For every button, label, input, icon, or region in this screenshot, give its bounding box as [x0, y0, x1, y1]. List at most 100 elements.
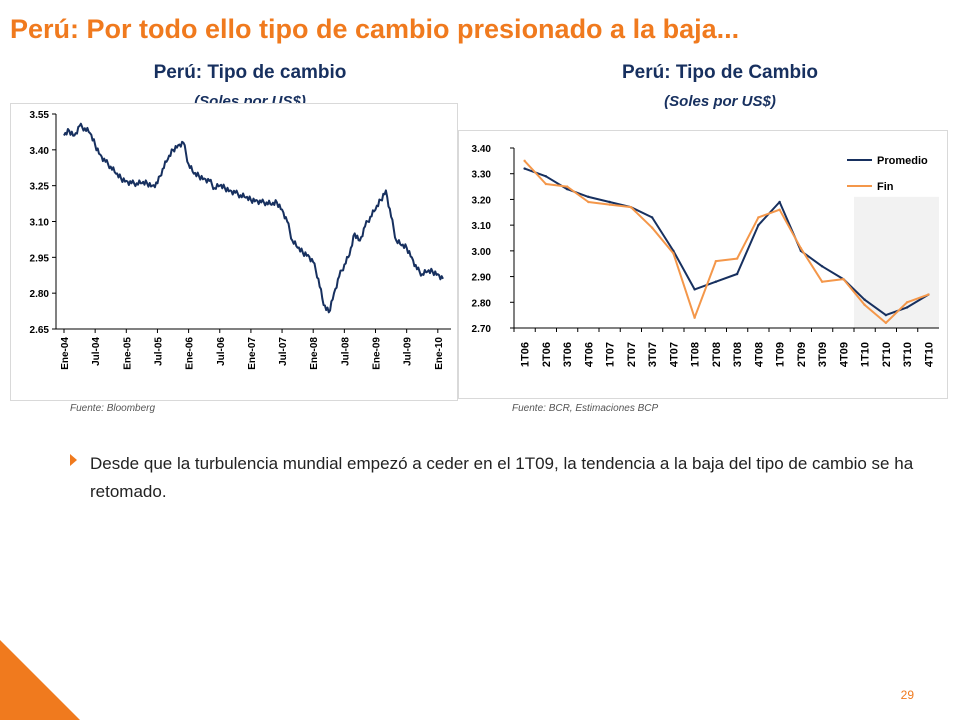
- chart2-x-tick-label: 4T06: [583, 342, 595, 367]
- chart2-source: Fuente: BCR, Estimaciones BCP: [512, 403, 659, 414]
- chart2-x-tick-label: 4T09: [838, 342, 850, 367]
- chart2-series-fin-line: [523, 160, 929, 324]
- chart2-x-tick-label: 1T08: [690, 342, 702, 367]
- chart2-x-tick-label: 3T08: [732, 342, 744, 367]
- chart2-promedio-point: [863, 298, 866, 301]
- chart1-y-tick-label: 2.65: [30, 325, 50, 336]
- chart2-promedio-point: [884, 313, 888, 317]
- chart2-promedio-point: [778, 200, 781, 204]
- corner-triangle-decoration: [0, 640, 80, 720]
- chart2-series-promedio-line: [524, 167, 929, 317]
- chart2-frame: 3.40 3.30 3.20 3.10 3.00 2.90 2.80 2.70 1T06 2T06…: [458, 130, 948, 399]
- chart2-y-tick-label: 3.40: [472, 144, 492, 155]
- chart1-x-tick-label: Ene-08: [309, 337, 320, 370]
- chart2-fin-point: [650, 226, 654, 229]
- chart1-x-tick-label: Jul-07: [278, 337, 289, 366]
- chart2-x-tick-label: 4T10: [923, 342, 935, 367]
- chart2-subtitle: (Soles por US$): [664, 93, 776, 110]
- chart2-fin-point: [757, 216, 760, 219]
- chart1-x-tick-label: Ene-05: [122, 337, 133, 370]
- chart2-fin-point: [587, 200, 590, 204]
- chart2-y-tick-label: 3.00: [472, 247, 492, 258]
- chart1-x-tick-label: Ene-06: [185, 337, 196, 370]
- chart2-fin-point: [863, 303, 866, 307]
- chart2-promedio-point: [608, 200, 611, 204]
- chart2-promedio-point: [735, 272, 739, 276]
- chart1-x-tick-label: Ene-09: [372, 337, 383, 370]
- chart2-fin-point: [544, 182, 548, 186]
- chart1-x-tick-label: Ene-07: [247, 337, 258, 370]
- chart2-x-tick-label: 2T06: [541, 342, 553, 367]
- chart2-x-tick-label: 1T09: [775, 342, 787, 367]
- chart1-y-tick-label: 3.10: [30, 218, 50, 229]
- chart1-y-tick-label: 2.80: [30, 289, 50, 300]
- chart1-x-tick-label: Ene-10: [434, 337, 445, 370]
- chart2-fin-point: [565, 185, 569, 188]
- chart1-x-tick-label: Jul-08: [340, 337, 351, 366]
- chart1-y-tick-label: 3.25: [30, 182, 50, 193]
- chart2-x-tick-label: 2T08: [711, 342, 723, 367]
- chart2-fin-point: [693, 316, 696, 319]
- chart2-promedio-point: [523, 167, 526, 170]
- chart2-forecast-shading: [854, 196, 939, 328]
- chart2-fin-point: [672, 252, 675, 255]
- chart2-fin-point: [523, 159, 526, 163]
- chart2-x-tick-label: 1T06: [520, 342, 532, 367]
- chart2-fin-point: [842, 277, 845, 281]
- chart2-legend-promedio-label: Promedio: [877, 155, 928, 167]
- bullet-text: Desde que la turbulencia mundial empezó …: [90, 454, 914, 501]
- chart1-y-tick-label: 2.95: [30, 253, 50, 264]
- bullet-point: Desde que la turbulencia mundial empezó …: [70, 450, 940, 506]
- chart1-x-tick-label: Jul-04: [91, 337, 102, 366]
- chart2-x-tick-label: 3T07: [647, 342, 659, 367]
- chart2-fin-point: [714, 259, 718, 263]
- chart1-y-tick-label: 3.55: [30, 110, 50, 121]
- chart2-title: Perú: Tipo de Cambio: [621, 62, 818, 83]
- chart2-y-tick-label: 3.30: [472, 170, 492, 181]
- chart2-fin-point: [905, 301, 909, 304]
- chart2-fin-point: [629, 205, 633, 209]
- chart2-y-tick-label: 2.80: [472, 298, 492, 309]
- chart2-x-tick-label: 4T07: [668, 342, 680, 367]
- chart2-y-tick-label: 3.10: [472, 221, 492, 232]
- chart2-x-tick-label: 2T07: [626, 342, 638, 367]
- chart2-promedio-point: [757, 223, 760, 227]
- chart1-frame: 3.55 3.40 3.25 3.10 2.95 2.80 2.65 Ene-04 Jul-04…: [10, 103, 458, 401]
- chart2-promedio-point: [544, 175, 548, 178]
- chart2-fin-point: [820, 280, 824, 283]
- bullet-arrow-icon: [70, 454, 77, 466]
- slide-title: Perú: Por todo ello tipo de cambio presi…: [10, 14, 740, 44]
- chart2-fin-point: [608, 203, 611, 206]
- chart2-fin-point: [799, 247, 803, 250]
- chart1-title: Perú: Tipo de cambio: [153, 62, 347, 83]
- chart2-y-tick-label: 3.20: [472, 195, 492, 206]
- chart2-y-tick-label: 2.90: [472, 273, 492, 284]
- chart2-fin-point: [778, 208, 781, 211]
- chart2-x-tick-label: 3T10: [902, 342, 914, 367]
- chart2-plot: 3.40 3.30 3.20 3.10 3.00 2.90 2.80 2.70 1T06 2T06…: [472, 144, 939, 367]
- chart2-x-tick-label: 2T10: [881, 342, 893, 367]
- chart2-promedio-point: [905, 306, 909, 309]
- chart2-fin-point: [735, 257, 739, 260]
- chart2-x-tick-label: 1T10: [860, 342, 872, 367]
- page-number: 29: [900, 688, 914, 702]
- chart1-x-tick-label: Jul-09: [403, 337, 414, 366]
- chart2-x-tick-label: 3T09: [817, 342, 829, 367]
- chart1-x-tick-label: Jul-06: [216, 337, 227, 366]
- chart2-fin-point: [927, 293, 930, 296]
- chart2-promedio-point: [650, 216, 654, 219]
- chart1-x-tick-label: Ene-04: [60, 337, 71, 370]
- chart2-promedio-point: [820, 265, 824, 268]
- chart2-x-tick-label: 4T08: [753, 342, 765, 367]
- chart1-source: Fuente: Bloomberg: [70, 403, 156, 414]
- chart1-y-tick-label: 3.40: [30, 146, 50, 157]
- chart2-promedio-point: [714, 280, 718, 283]
- chart2-promedio-point: [565, 187, 569, 191]
- chart2-promedio-point: [693, 288, 696, 291]
- chart2-legend-fin-label: Fin: [877, 181, 894, 193]
- chart2-x-tick-label: 1T07: [605, 342, 617, 367]
- chart2-x-tick-label: 3T06: [562, 342, 574, 367]
- chart1-series-line: [63, 122, 444, 314]
- chart2-x-tick-label: 2T09: [796, 342, 808, 367]
- chart2-y-tick-label: 2.70: [472, 324, 492, 335]
